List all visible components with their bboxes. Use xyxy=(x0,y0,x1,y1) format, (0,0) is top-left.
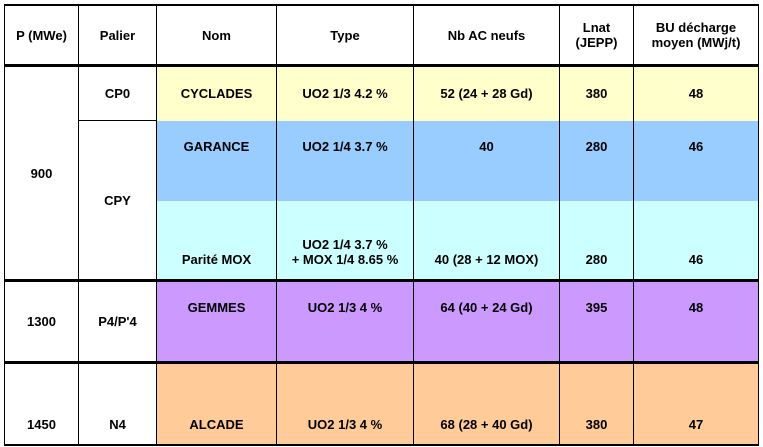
power-cell-1450: 1450 xyxy=(4,362,79,445)
nom-cell-gemmes: GEMMES xyxy=(156,280,277,363)
lnat-cell-parite: 280 xyxy=(559,200,634,281)
lnat-cell-gemmes: 395 xyxy=(559,280,634,363)
table-row-gemmes: 1300 P4/P'4 GEMMES UO2 1/3 4 % 64 (40 + … xyxy=(4,280,759,363)
palier-cell-cpy: CPY xyxy=(78,120,157,282)
type-cell-gemmes: UO2 1/3 4 % xyxy=(276,280,414,363)
type-cell-garance: UO2 1/4 3.7 % xyxy=(276,120,414,201)
type-parite-line1: UO2 1/4 3.7 % xyxy=(302,237,388,252)
bu-cell-garance: 46 xyxy=(633,120,759,201)
bu-cell-cyclades: 48 xyxy=(633,65,759,121)
table-row-garance: CPY GARANCE UO2 1/4 3.7 % 40 280 46 xyxy=(5,120,759,282)
table-row-alcade: 1450 N4 ALCADE UO2 1/3 4 % 68 (28 + 40 G… xyxy=(4,362,759,445)
header-nom: Nom xyxy=(156,5,277,66)
type-parite-line2: + MOX 1/4 8.65 % xyxy=(291,252,399,267)
table-row-parite-mox: Parité MOX UO2 1/4 3.7 % + MOX 1/4 8.65 … xyxy=(4,200,759,281)
header-nb-ac: Nb AC neufs xyxy=(413,5,560,66)
palier-cell-cp0: CP0 xyxy=(78,65,157,121)
header-lnat: Lnat (JEPP) xyxy=(559,5,634,66)
nb-cell-cyclades: 52 (24 + 28 Gd) xyxy=(413,65,560,121)
header-power: P (MWe) xyxy=(4,5,79,66)
type-cell-parite: UO2 1/4 3.7 % + MOX 1/4 8.65 % xyxy=(276,200,414,281)
header-row: P (MWe) Palier Nom Type Nb AC neufs Lnat… xyxy=(4,5,759,66)
nb-cell-gemmes: 64 (40 + 24 Gd) xyxy=(413,280,560,363)
type-cell-cyclades: UO2 1/3 4.2 % xyxy=(276,65,414,121)
header-type: Type xyxy=(276,5,414,66)
nom-cell-garance: GARANCE xyxy=(156,120,277,201)
nb-cell-garance: 40 xyxy=(413,120,560,201)
palier-cell-n4: N4 xyxy=(78,362,157,445)
nb-cell-alcade: 68 (28 + 40 Gd) xyxy=(413,362,560,445)
nom-cell-cyclades: CYCLADES xyxy=(156,65,277,121)
lnat-cell-alcade: 380 xyxy=(559,362,634,445)
bu-cell-parite: 46 xyxy=(633,200,759,281)
bu-cell-alcade: 47 xyxy=(633,362,759,445)
nom-cell-alcade: ALCADE xyxy=(156,362,277,445)
power-cell-900: 900 xyxy=(4,65,79,282)
nom-cell-parite: Parité MOX xyxy=(156,200,277,281)
type-cell-alcade: UO2 1/3 4 % xyxy=(276,362,414,445)
lnat-cell-cyclades: 380 xyxy=(559,65,634,121)
header-bu: BU décharge moyen (MWj/t) xyxy=(633,5,759,66)
palier-cell-p4: P4/P'4 xyxy=(78,280,157,363)
bu-cell-gemmes: 48 xyxy=(633,280,759,363)
fuel-management-table: P (MWe) Palier Nom Type Nb AC neufs Lnat… xyxy=(4,4,759,446)
power-cell-1300: 1300 xyxy=(4,280,79,363)
header-palier: Palier xyxy=(78,5,157,66)
nb-cell-parite: 40 (28 + 12 MOX) xyxy=(413,200,560,281)
table-row-cyclades: 900 CP0 CYCLADES UO2 1/3 4.2 % 52 (24 + … xyxy=(4,65,759,282)
lnat-cell-garance: 280 xyxy=(559,120,634,201)
